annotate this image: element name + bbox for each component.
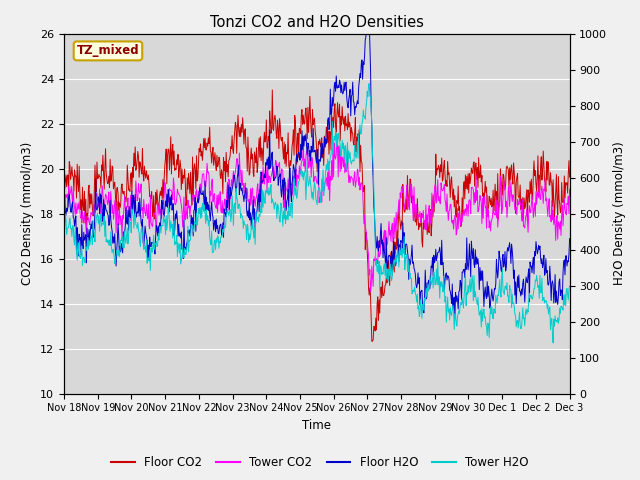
Y-axis label: H2O Density (mmol/m3): H2O Density (mmol/m3) (613, 142, 626, 286)
Text: TZ_mixed: TZ_mixed (77, 44, 140, 58)
Title: Tonzi CO2 and H2O Densities: Tonzi CO2 and H2O Densities (210, 15, 424, 30)
Legend: Floor CO2, Tower CO2, Floor H2O, Tower H2O: Floor CO2, Tower CO2, Floor H2O, Tower H… (106, 452, 534, 474)
X-axis label: Time: Time (302, 419, 332, 432)
Y-axis label: CO2 Density (mmol/m3): CO2 Density (mmol/m3) (22, 142, 35, 285)
